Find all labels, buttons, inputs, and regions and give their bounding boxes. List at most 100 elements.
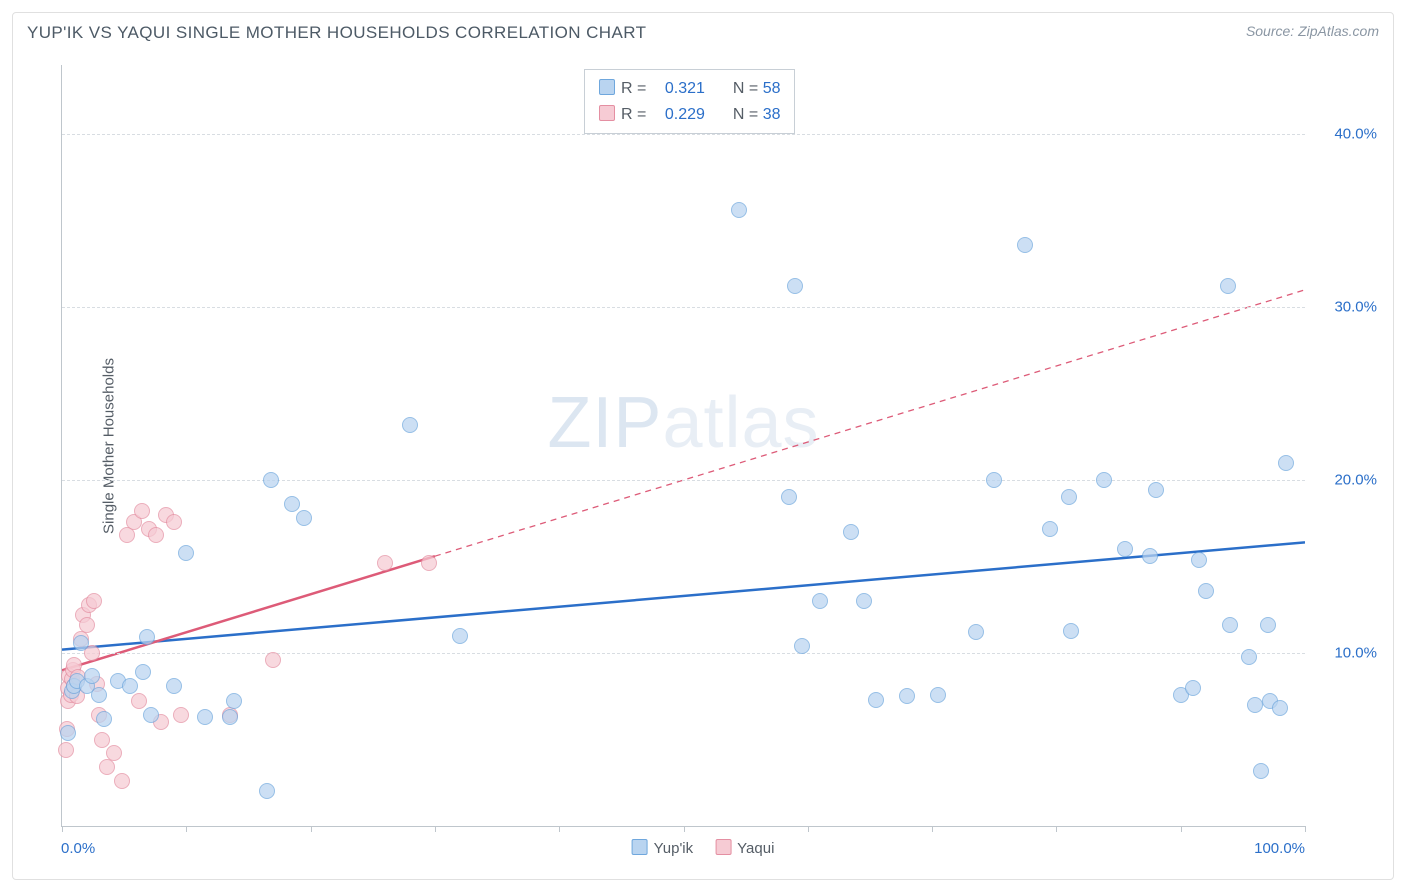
yupik-point xyxy=(1241,649,1257,665)
yupik-point xyxy=(1063,623,1079,639)
yupik-point xyxy=(843,524,859,540)
legend-item-yaqui: Yaqui xyxy=(715,839,774,857)
series-legend: Yup'ik Yaqui xyxy=(632,839,775,857)
stats-legend: R = 0.321N = 58R = 0.229N = 38 xyxy=(584,69,795,134)
yupik-point xyxy=(1272,700,1288,716)
x-tick xyxy=(1305,826,1306,832)
x-tick xyxy=(684,826,685,832)
yupik-point xyxy=(143,707,159,723)
yupik-point xyxy=(402,417,418,433)
x-tick xyxy=(808,826,809,832)
yupik-point xyxy=(1042,521,1058,537)
yaqui-point xyxy=(106,745,122,761)
yupik-point xyxy=(222,709,238,725)
yaqui-point xyxy=(131,693,147,709)
yupik-point xyxy=(1096,472,1112,488)
y-tick-label: 40.0% xyxy=(1334,126,1377,143)
yupik-point xyxy=(1247,697,1263,713)
yupik-point xyxy=(1117,541,1133,557)
yupik-point xyxy=(1017,237,1033,253)
yupik-point xyxy=(856,593,872,609)
yupik-point xyxy=(794,638,810,654)
x-tick xyxy=(1056,826,1057,832)
yupik-point xyxy=(781,489,797,505)
yupik-point xyxy=(930,687,946,703)
watermark: ZIPatlas xyxy=(547,382,819,464)
yaqui-point xyxy=(94,732,110,748)
gridline xyxy=(62,480,1305,481)
x-tick xyxy=(559,826,560,832)
chart-source: Source: ZipAtlas.com xyxy=(1246,23,1379,43)
x-axis-max-label: 100.0% xyxy=(1254,840,1305,857)
yaqui-point xyxy=(79,617,95,633)
yupik-point xyxy=(1061,489,1077,505)
x-tick xyxy=(62,826,63,832)
x-tick xyxy=(186,826,187,832)
legend-item-yupik: Yup'ik xyxy=(632,839,694,857)
stats-row-yupik: R = 0.321N = 58 xyxy=(599,76,780,102)
yupik-point xyxy=(166,678,182,694)
x-tick xyxy=(932,826,933,832)
yaqui-point xyxy=(119,527,135,543)
yupik-point xyxy=(1253,763,1269,779)
stats-row-yaqui: R = 0.229N = 38 xyxy=(599,102,780,128)
yupik-point xyxy=(284,496,300,512)
yupik-point xyxy=(1185,680,1201,696)
yupik-point xyxy=(812,593,828,609)
yupik-point xyxy=(1142,548,1158,564)
yupik-point xyxy=(259,783,275,799)
x-axis-min-label: 0.0% xyxy=(61,840,95,857)
yupik-point xyxy=(178,545,194,561)
gridline xyxy=(62,134,1305,135)
yaqui-point xyxy=(173,707,189,723)
y-tick-label: 30.0% xyxy=(1334,299,1377,316)
yaqui-point xyxy=(377,555,393,571)
plot-area: ZIPatlas R = 0.321N = 58R = 0.229N = 38 … xyxy=(61,65,1305,827)
y-tick-label: 10.0% xyxy=(1334,645,1377,662)
yupik-point xyxy=(986,472,1002,488)
gridline xyxy=(62,653,1305,654)
yaqui-point xyxy=(265,652,281,668)
yaqui-point xyxy=(421,555,437,571)
yupik-point xyxy=(296,510,312,526)
yaqui-point xyxy=(58,742,74,758)
x-tick xyxy=(1181,826,1182,832)
yupik-point xyxy=(731,202,747,218)
yaqui-point xyxy=(99,759,115,775)
yupik-point xyxy=(139,629,155,645)
yupik-point xyxy=(60,725,76,741)
yupik-point xyxy=(1198,583,1214,599)
regression-lines xyxy=(62,65,1305,826)
yupik-point xyxy=(1191,552,1207,568)
yaqui-point xyxy=(148,527,164,543)
yupik-point xyxy=(1148,482,1164,498)
yupik-point xyxy=(135,664,151,680)
yupik-point xyxy=(226,693,242,709)
chart-header: YUP'IK VS YAQUI SINGLE MOTHER HOUSEHOLDS… xyxy=(27,23,1379,43)
x-tick xyxy=(435,826,436,832)
yupik-point xyxy=(868,692,884,708)
gridline xyxy=(62,307,1305,308)
yupik-point xyxy=(452,628,468,644)
y-tick-label: 20.0% xyxy=(1334,472,1377,489)
yupik-point xyxy=(1278,455,1294,471)
yupik-point xyxy=(84,668,100,684)
yupik-point xyxy=(1222,617,1238,633)
yupik-point xyxy=(1220,278,1236,294)
yupik-point xyxy=(91,687,107,703)
yupik-point xyxy=(968,624,984,640)
yupik-point xyxy=(122,678,138,694)
yupik-point xyxy=(1260,617,1276,633)
x-tick xyxy=(311,826,312,832)
yupik-point xyxy=(787,278,803,294)
chart-title: YUP'IK VS YAQUI SINGLE MOTHER HOUSEHOLDS… xyxy=(27,23,646,43)
yupik-point xyxy=(96,711,112,727)
yaqui-point xyxy=(86,593,102,609)
yaqui-point xyxy=(166,514,182,530)
yupik-point xyxy=(899,688,915,704)
yupik-point xyxy=(73,635,89,651)
yaqui-point xyxy=(114,773,130,789)
correlation-chart: YUP'IK VS YAQUI SINGLE MOTHER HOUSEHOLDS… xyxy=(12,12,1394,880)
yaqui-point xyxy=(134,503,150,519)
yupik-point xyxy=(197,709,213,725)
